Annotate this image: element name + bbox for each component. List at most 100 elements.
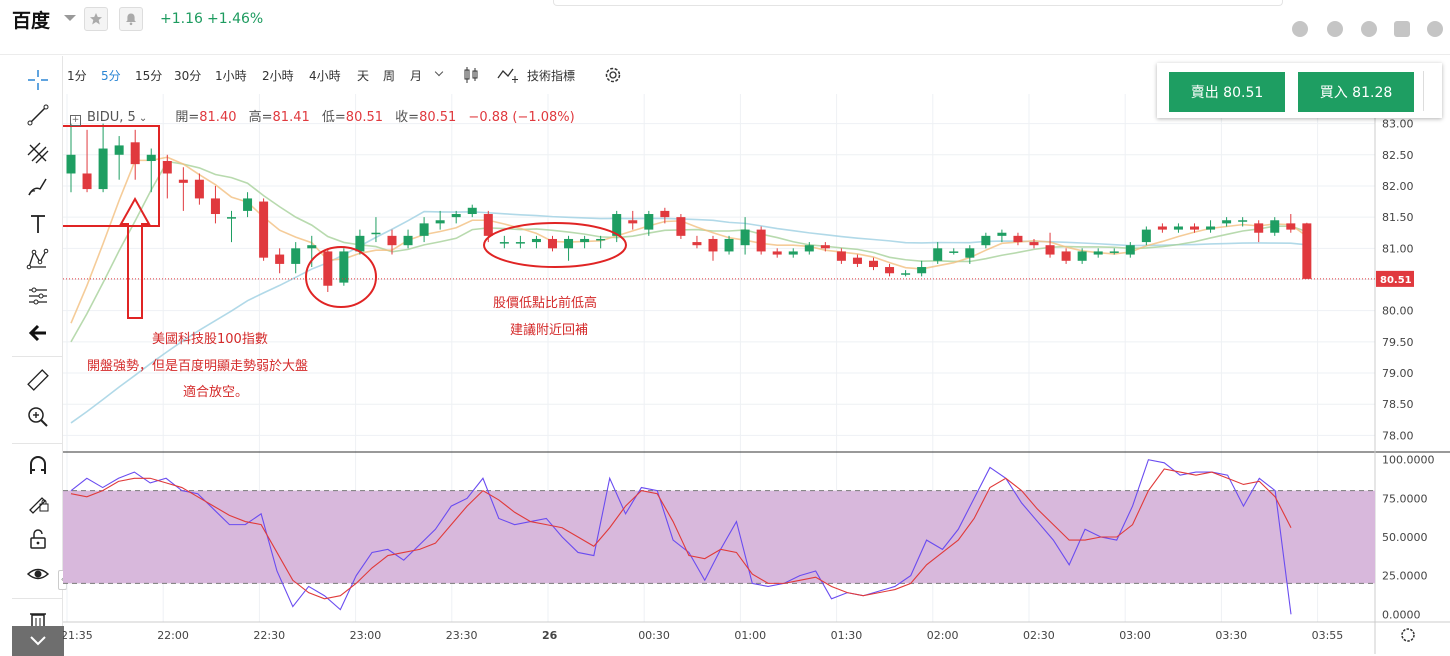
time-axis-settings-icon[interactable] bbox=[1401, 628, 1415, 642]
calendar-icon[interactable] bbox=[1394, 21, 1410, 37]
sell-button[interactable]: 賣出 80.51 bbox=[1169, 72, 1285, 112]
navigation-icon[interactable] bbox=[1361, 21, 1377, 37]
time-tick-label: 02:30 bbox=[1023, 629, 1055, 642]
candle-body bbox=[724, 238, 734, 252]
interval-month[interactable]: 月 bbox=[410, 69, 423, 83]
candle-body bbox=[836, 251, 846, 261]
oscillator-tick-label: 50.0000 bbox=[1382, 531, 1428, 544]
candle-body bbox=[98, 148, 108, 190]
indicators-icon[interactable] bbox=[497, 66, 521, 84]
alert-bell-icon[interactable] bbox=[119, 7, 143, 31]
candle-body bbox=[1286, 223, 1296, 230]
interval-1h[interactable]: 1小時 bbox=[215, 69, 247, 83]
interval-5m[interactable]: 5分 bbox=[101, 69, 121, 83]
header-bar bbox=[0, 0, 1450, 40]
buy-button[interactable]: 買入 81.28 bbox=[1298, 72, 1414, 112]
oscillator-tick-label: 75.0000 bbox=[1382, 492, 1428, 505]
legend-symbol[interactable]: BIDU, 5 bbox=[87, 110, 136, 125]
trade-panel-handle[interactable] bbox=[1423, 71, 1433, 111]
price-tick-label: 82.00 bbox=[1382, 180, 1414, 193]
price-chart[interactable]: 83.0082.5082.0081.5081.0080.5080.0079.50… bbox=[63, 94, 1450, 654]
annotation-note2-line1: 股價低點比前低高 bbox=[493, 296, 598, 311]
time-tick-label: 03:30 bbox=[1215, 629, 1247, 642]
interval-week[interactable]: 周 bbox=[383, 69, 396, 83]
interval-1m[interactable]: 1分 bbox=[67, 69, 87, 83]
interval-more-icon[interactable] bbox=[434, 67, 444, 77]
collapse-toolbar-button[interactable] bbox=[12, 626, 64, 656]
candle-body bbox=[965, 248, 975, 258]
price-tick-label: 81.50 bbox=[1382, 211, 1414, 224]
interval-day[interactable]: 天 bbox=[357, 69, 370, 83]
time-tick-label: 22:30 bbox=[253, 629, 285, 642]
favorite-star-icon[interactable] bbox=[84, 7, 108, 31]
legend-open: 81.40 bbox=[199, 110, 237, 125]
candle-body bbox=[194, 179, 204, 199]
visibility-eye-icon[interactable] bbox=[25, 561, 51, 587]
zoom-in-icon[interactable] bbox=[25, 404, 51, 430]
time-tick-label: 02:00 bbox=[927, 629, 959, 642]
annotation-up-arrow bbox=[119, 196, 151, 319]
price-tick-label: 79.50 bbox=[1382, 336, 1414, 349]
ma-line-short bbox=[70, 156, 1308, 324]
time-tick-label: 01:00 bbox=[734, 629, 766, 642]
price-tick-label: 83.00 bbox=[1382, 118, 1414, 131]
candle-body bbox=[1061, 251, 1071, 261]
candle-body bbox=[1173, 226, 1183, 230]
candle-body bbox=[628, 220, 638, 224]
trend-line-icon[interactable] bbox=[25, 102, 51, 128]
fib-tool-icon[interactable] bbox=[25, 140, 51, 166]
pie-chart-icon[interactable] bbox=[1292, 21, 1308, 37]
annotation-box bbox=[63, 125, 160, 227]
annotation-note1-line2: 開盤強勢，但是百度明顯走勢弱於大盤 bbox=[87, 359, 309, 374]
crosshair-icon[interactable] bbox=[25, 67, 51, 93]
interval-30m[interactable]: 30分 bbox=[174, 69, 202, 83]
candle-body bbox=[676, 217, 686, 236]
candle-body bbox=[885, 267, 895, 274]
candle-body bbox=[804, 245, 814, 252]
candle-body bbox=[291, 248, 301, 264]
ruler-icon[interactable] bbox=[25, 367, 51, 393]
candle-body bbox=[371, 232, 381, 235]
candle-body bbox=[564, 238, 574, 249]
info-icon[interactable] bbox=[1427, 21, 1443, 37]
candle-body bbox=[1013, 235, 1023, 243]
price-tick-label: 81.00 bbox=[1382, 242, 1414, 255]
candle-body bbox=[82, 173, 92, 190]
header-divider bbox=[0, 54, 1450, 55]
candle-body bbox=[387, 235, 397, 246]
pattern-tool-icon[interactable] bbox=[25, 246, 51, 272]
magnet-icon[interactable] bbox=[25, 453, 51, 479]
unlock-icon[interactable] bbox=[25, 526, 51, 552]
interval-15m[interactable]: 15分 bbox=[135, 69, 163, 83]
text-tool-icon[interactable] bbox=[25, 211, 51, 237]
candle-body bbox=[1045, 245, 1055, 255]
prediction-tool-icon[interactable] bbox=[25, 283, 51, 309]
title-dropdown-icon[interactable] bbox=[64, 15, 76, 21]
legend-change: −0.88 (−1.08%) bbox=[468, 110, 575, 125]
candle-body bbox=[740, 229, 750, 246]
candle-body bbox=[981, 235, 991, 246]
legend-open-label: 開= bbox=[175, 110, 200, 125]
legend-dropdown-icon[interactable]: ⌄ bbox=[138, 113, 148, 124]
candle-type-icon[interactable] bbox=[463, 66, 479, 84]
settings-gear-icon[interactable] bbox=[603, 65, 623, 85]
brush-icon[interactable] bbox=[25, 174, 51, 200]
top-panel-edge bbox=[553, 0, 1283, 6]
legend-expand-icon[interactable]: + bbox=[70, 115, 81, 126]
indicators-button[interactable]: 技術指標 bbox=[527, 69, 576, 83]
interval-4h[interactable]: 4小時 bbox=[309, 69, 341, 83]
candle-body bbox=[1302, 223, 1312, 279]
legend-close: 80.51 bbox=[419, 110, 457, 125]
candle-body bbox=[1190, 226, 1199, 230]
candle-body bbox=[467, 207, 477, 215]
compass-icon[interactable] bbox=[1327, 21, 1343, 37]
candle-body bbox=[451, 214, 461, 218]
page-title: 百度 bbox=[12, 10, 51, 32]
back-arrow-icon[interactable] bbox=[25, 320, 51, 346]
lock-drawing-icon[interactable] bbox=[25, 489, 51, 515]
candle-body bbox=[259, 201, 269, 258]
interval-2h[interactable]: 2小時 bbox=[262, 69, 294, 83]
candle-body bbox=[1254, 223, 1264, 233]
candle-body bbox=[580, 238, 590, 243]
candle-body bbox=[548, 238, 557, 249]
